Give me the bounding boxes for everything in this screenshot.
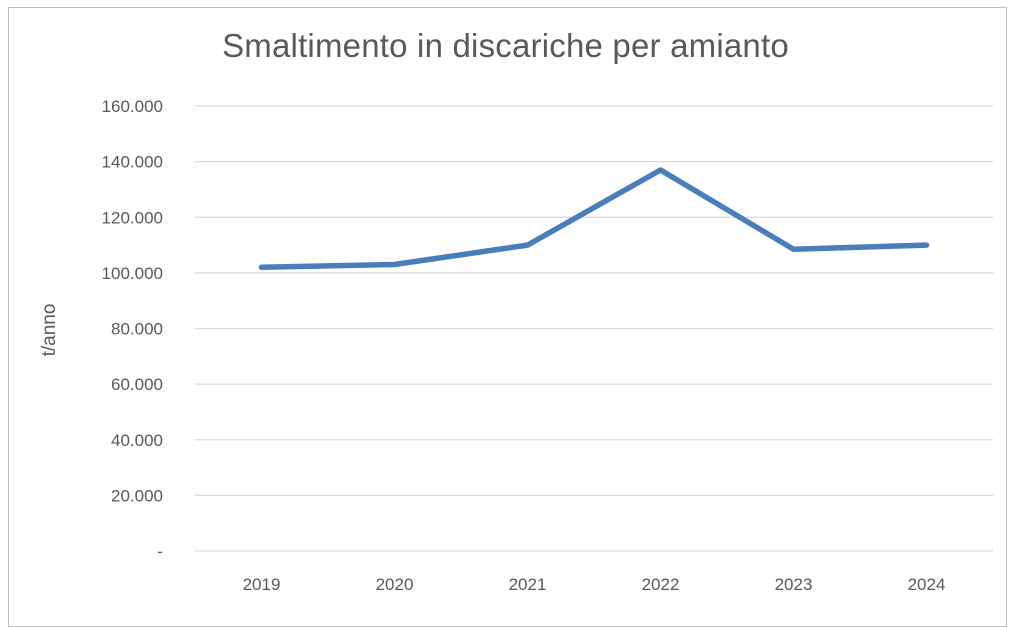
- y-tick-label: 100.000: [102, 264, 163, 283]
- x-tick-label: 2020: [376, 575, 414, 594]
- y-tick-label: 20.000: [111, 486, 163, 505]
- y-tick-label: 120.000: [102, 208, 163, 227]
- x-tick-label: 2023: [775, 575, 813, 594]
- grid-lines: [195, 105, 993, 552]
- y-tick-label: 160.000: [102, 97, 163, 116]
- line-chart: - 20.000 40.000 60.000 80.000 100.000 120.000 1…: [39, 97, 993, 594]
- x-tick-label: 2022: [642, 575, 680, 594]
- y-tick-label: -: [157, 542, 163, 561]
- y-tick-label: 40.000: [111, 431, 163, 450]
- x-tick-label: 2019: [243, 575, 281, 594]
- y-tick-labels: - 20.000 40.000 60.000 80.000 100.000 120.000 1…: [102, 97, 163, 561]
- y-tick-label: 60.000: [111, 375, 163, 394]
- chart-frame: [8, 7, 1007, 627]
- chart-title: Smaltimento in discariche per amianto: [222, 27, 789, 64]
- x-tick-label: 2024: [908, 575, 946, 594]
- y-tick-label: 80.000: [111, 320, 163, 339]
- x-tick-labels: 2019 2020 2021 2022 2023 2024: [243, 575, 946, 594]
- x-tick-label: 2021: [509, 575, 547, 594]
- y-axis-label: t/anno: [39, 304, 60, 357]
- series-lines: [258, 167, 930, 271]
- y-tick-label: 140.000: [102, 153, 163, 172]
- series-line: [258, 167, 930, 271]
